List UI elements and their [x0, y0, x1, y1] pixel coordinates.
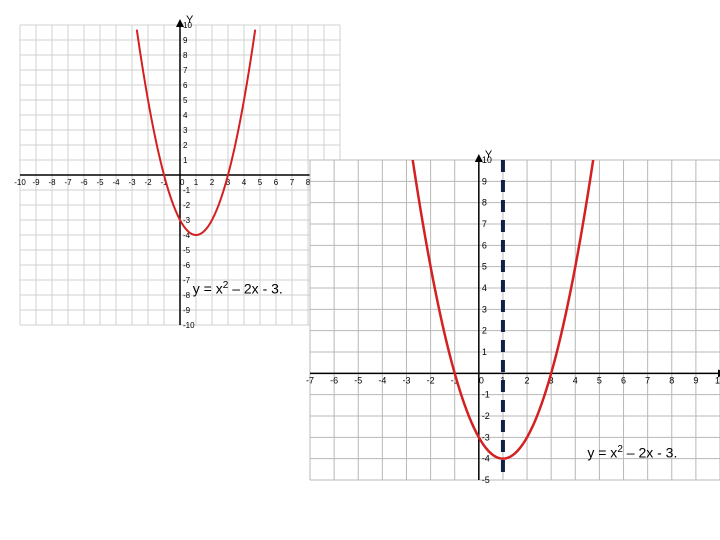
- svg-text:5: 5: [183, 96, 188, 105]
- svg-text:7: 7: [290, 178, 295, 187]
- svg-text:-1: -1: [183, 186, 191, 195]
- svg-text:8: 8: [183, 51, 188, 60]
- svg-text:-6: -6: [80, 178, 88, 187]
- svg-text:-2: -2: [144, 178, 152, 187]
- svg-text:-6: -6: [183, 261, 191, 270]
- svg-text:3: 3: [482, 304, 487, 314]
- svg-text:8: 8: [482, 198, 487, 208]
- svg-text:1: 1: [482, 347, 487, 357]
- svg-text:-4: -4: [482, 454, 490, 464]
- svg-text:10: 10: [715, 375, 720, 385]
- svg-text:4: 4: [242, 178, 247, 187]
- svg-text:-5: -5: [96, 178, 104, 187]
- svg-text:3: 3: [183, 126, 188, 135]
- svg-text:-1: -1: [482, 390, 490, 400]
- svg-text:2: 2: [525, 375, 530, 385]
- svg-text:4: 4: [573, 375, 578, 385]
- svg-text:-3: -3: [183, 216, 191, 225]
- equation-label: y = x2 – 2x - 3.: [193, 280, 283, 297]
- svg-text:-3: -3: [482, 432, 490, 442]
- svg-text:-5: -5: [482, 475, 490, 485]
- svg-text:Y: Y: [485, 149, 493, 161]
- svg-text:-9: -9: [183, 306, 191, 315]
- svg-text:4: 4: [183, 111, 188, 120]
- svg-text:-10: -10: [183, 321, 195, 330]
- parabola-chart-left: -10-9-8-7-6-5-4-3-2-1012345678910-10-9-8…: [20, 25, 340, 325]
- svg-text:7: 7: [645, 375, 650, 385]
- svg-text:-5: -5: [183, 246, 191, 255]
- svg-text:-7: -7: [64, 178, 72, 187]
- svg-text:Y: Y: [186, 14, 194, 26]
- svg-text:1: 1: [183, 156, 188, 165]
- svg-text:5: 5: [258, 178, 263, 187]
- svg-text:2: 2: [210, 178, 215, 187]
- parabola-chart-right: -7-6-5-4-3-2-1012345678910-5-4-3-2-11234…: [310, 160, 720, 480]
- svg-text:-9: -9: [32, 178, 40, 187]
- svg-text:-2: -2: [183, 201, 191, 210]
- svg-text:7: 7: [183, 66, 188, 75]
- svg-text:1: 1: [194, 178, 199, 187]
- svg-text:-4: -4: [378, 375, 386, 385]
- svg-text:8: 8: [669, 375, 674, 385]
- svg-text:6: 6: [482, 240, 487, 250]
- svg-text:9: 9: [482, 176, 487, 186]
- svg-text:5: 5: [482, 262, 487, 272]
- svg-text:9: 9: [693, 375, 698, 385]
- svg-text:-3: -3: [402, 375, 410, 385]
- svg-text:6: 6: [621, 375, 626, 385]
- svg-text:-7: -7: [306, 375, 314, 385]
- svg-text:5: 5: [597, 375, 602, 385]
- svg-text:7: 7: [482, 219, 487, 229]
- svg-text:-3: -3: [128, 178, 136, 187]
- svg-text:-10: -10: [14, 178, 26, 187]
- svg-text:6: 6: [274, 178, 279, 187]
- svg-text:-8: -8: [183, 291, 191, 300]
- svg-text:2: 2: [183, 141, 188, 150]
- svg-text:-8: -8: [48, 178, 56, 187]
- svg-text:2: 2: [482, 326, 487, 336]
- svg-text:-2: -2: [482, 411, 490, 421]
- svg-text:-7: -7: [183, 276, 191, 285]
- svg-text:-6: -6: [330, 375, 338, 385]
- svg-text:4: 4: [482, 283, 487, 293]
- svg-text:6: 6: [183, 81, 188, 90]
- equation-label: y = x2 – 2x - 3.: [587, 444, 677, 461]
- svg-text:-2: -2: [427, 375, 435, 385]
- svg-text:-4: -4: [112, 178, 120, 187]
- svg-text:-5: -5: [354, 375, 362, 385]
- svg-text:0: 0: [479, 375, 484, 385]
- svg-text:9: 9: [183, 36, 188, 45]
